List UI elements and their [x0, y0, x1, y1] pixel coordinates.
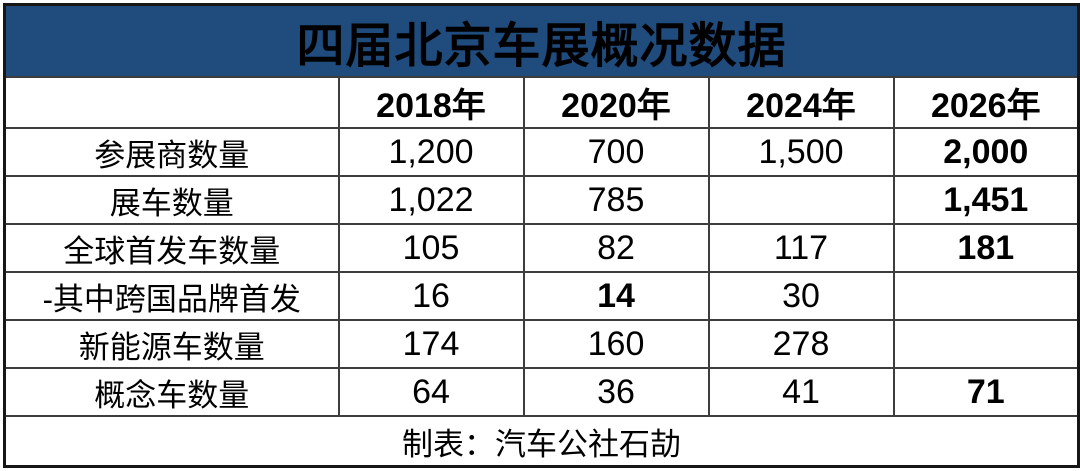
row-label: 展车数量 — [3, 175, 340, 225]
row-label: 参展商数量 — [3, 127, 340, 177]
row-label: 概念车数量 — [3, 367, 340, 417]
table-row-global-debuts: 全球首发车数量 105 82 117 181 — [3, 223, 1080, 273]
value-cell: 2,000 — [892, 127, 1080, 177]
value-cell: 71 — [892, 367, 1080, 417]
row-label: -其中跨国品牌首发 — [3, 271, 340, 321]
footer-row: 制表：汽车公社石劼 — [3, 415, 1080, 468]
row-label: 全球首发车数量 — [3, 223, 340, 273]
value-cell: 1,022 — [337, 175, 525, 225]
column-header-2026: 2026年 — [892, 76, 1080, 129]
table-title: 四届北京车展概况数据 — [3, 3, 1080, 78]
table-row-multinational-debuts: -其中跨国品牌首发 16 14 30 — [3, 271, 1080, 321]
row-label: 新能源车数量 — [3, 319, 340, 369]
title-row: 四届北京车展概况数据 — [3, 3, 1080, 78]
value-cell: 1,500 — [707, 127, 895, 177]
header-row: 2018年 2020年 2024年 2026年 — [3, 76, 1080, 129]
value-cell: 181 — [892, 223, 1080, 273]
value-cell: 117 — [707, 223, 895, 273]
value-cell: 14 — [522, 271, 710, 321]
value-cell: 41 — [707, 367, 895, 417]
value-cell: 82 — [522, 223, 710, 273]
value-cell — [892, 319, 1080, 369]
value-cell — [707, 175, 895, 225]
table-row-display-cars: 展车数量 1,022 785 1,451 — [3, 175, 1080, 225]
column-header-2024: 2024年 — [707, 76, 895, 129]
value-cell: 1,200 — [337, 127, 525, 177]
table-row-concept-cars: 概念车数量 64 36 41 71 — [3, 367, 1080, 417]
value-cell: 16 — [337, 271, 525, 321]
value-cell: 36 — [522, 367, 710, 417]
value-cell: 1,451 — [892, 175, 1080, 225]
table-row-exhibitors: 参展商数量 1,200 700 1,500 2,000 — [3, 127, 1080, 177]
value-cell — [892, 271, 1080, 321]
column-header-2018: 2018年 — [337, 76, 525, 129]
value-cell: 30 — [707, 271, 895, 321]
value-cell: 700 — [522, 127, 710, 177]
value-cell: 105 — [337, 223, 525, 273]
value-cell: 64 — [337, 367, 525, 417]
value-cell: 174 — [337, 319, 525, 369]
auto-show-data-table: 四届北京车展概况数据 2018年 2020年 2024年 2026年 参展商数量… — [3, 3, 1080, 468]
value-cell: 160 — [522, 319, 710, 369]
value-cell: 785 — [522, 175, 710, 225]
column-header-blank — [3, 76, 340, 129]
table-footer-credit: 制表：汽车公社石劼 — [3, 415, 1080, 468]
table-row-nev: 新能源车数量 174 160 278 — [3, 319, 1080, 369]
column-header-2020: 2020年 — [522, 76, 710, 129]
value-cell: 278 — [707, 319, 895, 369]
